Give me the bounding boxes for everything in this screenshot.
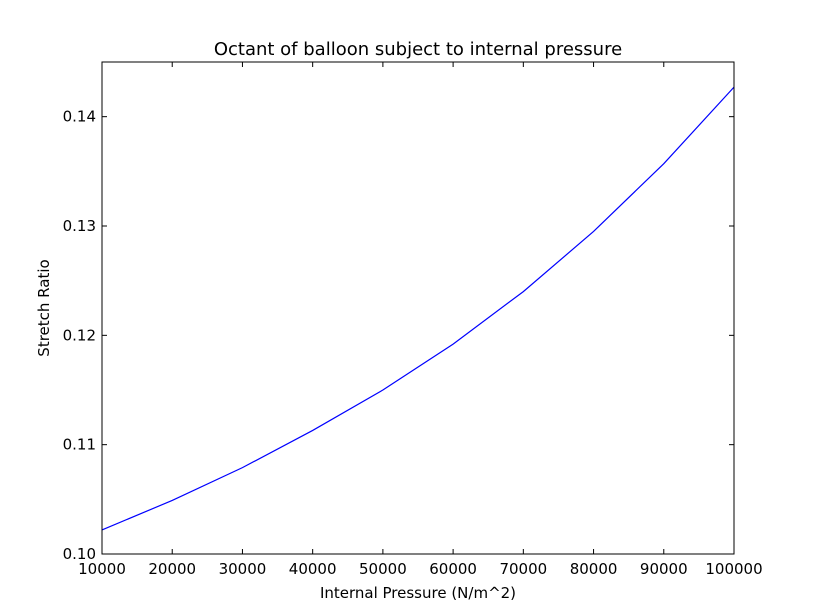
x-tick-label: 10000 bbox=[78, 560, 126, 578]
x-axis-label: Internal Pressure (N/m^2) bbox=[320, 584, 516, 602]
plot-area: 10000 20000 30000 40000 50000 60000 70000 80000… bbox=[63, 61, 763, 578]
x-tick-label: 90000 bbox=[640, 560, 688, 578]
x-tick-label: 80000 bbox=[570, 560, 618, 578]
x-tick-label: 70000 bbox=[499, 560, 547, 578]
series-line-1 bbox=[101, 86, 735, 531]
x-tick-label: 60000 bbox=[429, 560, 477, 578]
y-tick-label: 0.12 bbox=[63, 326, 96, 344]
x-tick-label: 40000 bbox=[289, 560, 337, 578]
x-tick-label: 50000 bbox=[359, 560, 407, 578]
y-tick-label: 0.14 bbox=[63, 108, 96, 126]
x-tick-label: 30000 bbox=[219, 560, 267, 578]
x-tick-label: 100000 bbox=[705, 560, 762, 578]
y-tick-label: 0.11 bbox=[63, 436, 96, 454]
chart-title: Octant of balloon subject to internal pr… bbox=[214, 39, 622, 60]
y-tick-label: 0.13 bbox=[63, 217, 96, 235]
y-tick-label: 0.10 bbox=[63, 545, 96, 563]
y-axis-label: Stretch Ratio bbox=[35, 259, 53, 356]
axes-frame bbox=[101, 61, 735, 555]
x-tick-label: 20000 bbox=[148, 560, 196, 578]
